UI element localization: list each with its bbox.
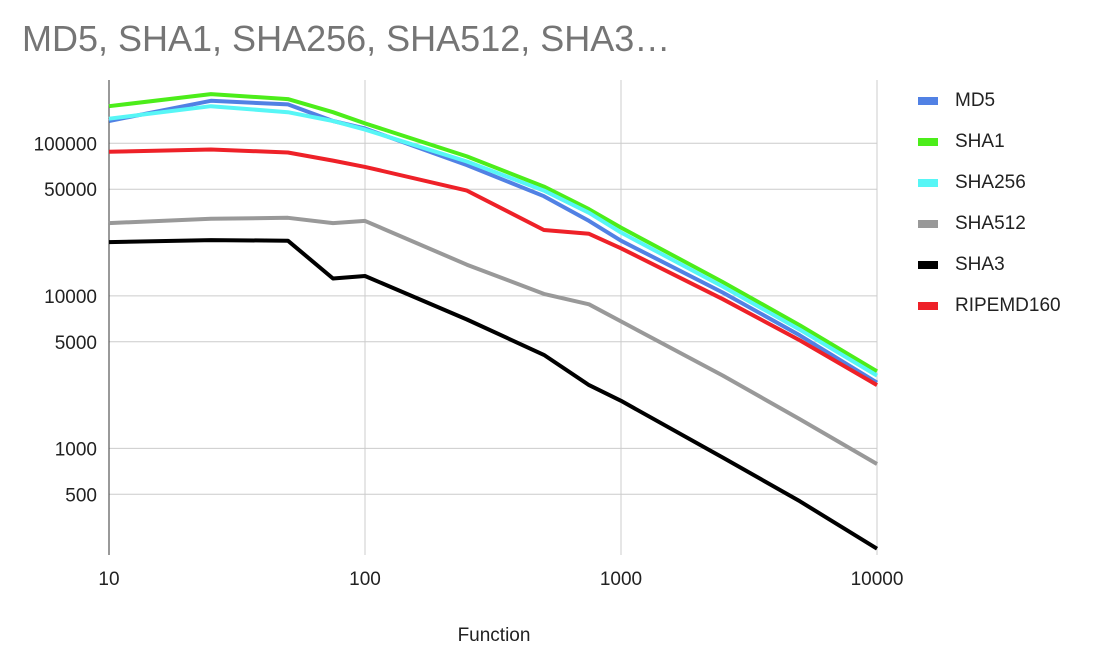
y-tick-label: 5000 <box>55 333 97 354</box>
legend-item-sha1: SHA1 <box>918 121 1061 162</box>
series-line-sha3 <box>108 238 879 551</box>
series-line-sha1 <box>108 92 879 374</box>
y-tick-label: 10000 <box>44 287 97 308</box>
legend-item-sha512: SHA512 <box>918 203 1061 244</box>
series-lines <box>108 92 879 551</box>
legend-label: SHA512 <box>955 212 1026 234</box>
x-tick-label: 1000 <box>600 569 642 590</box>
x-tick-labels: 10 100 1000 10000 <box>98 569 903 590</box>
x-axis-title: Function <box>458 625 531 646</box>
legend-item-ripemd160: RIPEMD160 <box>918 285 1061 326</box>
x-tick-label: 10000 <box>851 569 904 590</box>
x-tick-label: 100 <box>349 569 381 590</box>
series-line-md5 <box>108 98 879 385</box>
legend-item-md5: MD5 <box>918 80 1061 121</box>
legend-item-sha3: SHA3 <box>918 244 1061 285</box>
chart-title: MD5, SHA1, SHA256, SHA512, SHA3… <box>22 18 671 59</box>
legend-swatch <box>918 219 938 228</box>
legend-label: SHA1 <box>955 130 1005 152</box>
y-tick-label: 500 <box>65 485 97 506</box>
legend-label: MD5 <box>955 89 996 111</box>
y-tick-labels: 500 1000 5000 10000 50000 100000 <box>34 134 97 506</box>
series-line-ripemd160 <box>108 147 879 387</box>
legend-label: SHA256 <box>955 171 1026 193</box>
legend-swatch <box>918 301 938 310</box>
x-tick-label: 10 <box>98 569 119 590</box>
legend-swatch <box>918 178 938 187</box>
series-line-sha512 <box>108 215 879 466</box>
legend-swatch <box>918 137 938 146</box>
y-tick-label: 50000 <box>44 180 97 201</box>
legend-label: SHA3 <box>955 253 1005 275</box>
legend-swatch <box>918 96 938 105</box>
series-line-sha256 <box>108 104 879 378</box>
y-tick-label: 100000 <box>34 134 97 155</box>
legend-item-sha256: SHA256 <box>918 162 1061 203</box>
y-tick-label: 1000 <box>55 439 97 460</box>
y-gridlines <box>109 142 877 495</box>
legend: MD5 SHA1 SHA256 SHA512 SHA3 RIPEMD160 <box>918 80 1061 326</box>
legend-swatch <box>918 260 938 269</box>
legend-label: RIPEMD160 <box>955 294 1061 316</box>
